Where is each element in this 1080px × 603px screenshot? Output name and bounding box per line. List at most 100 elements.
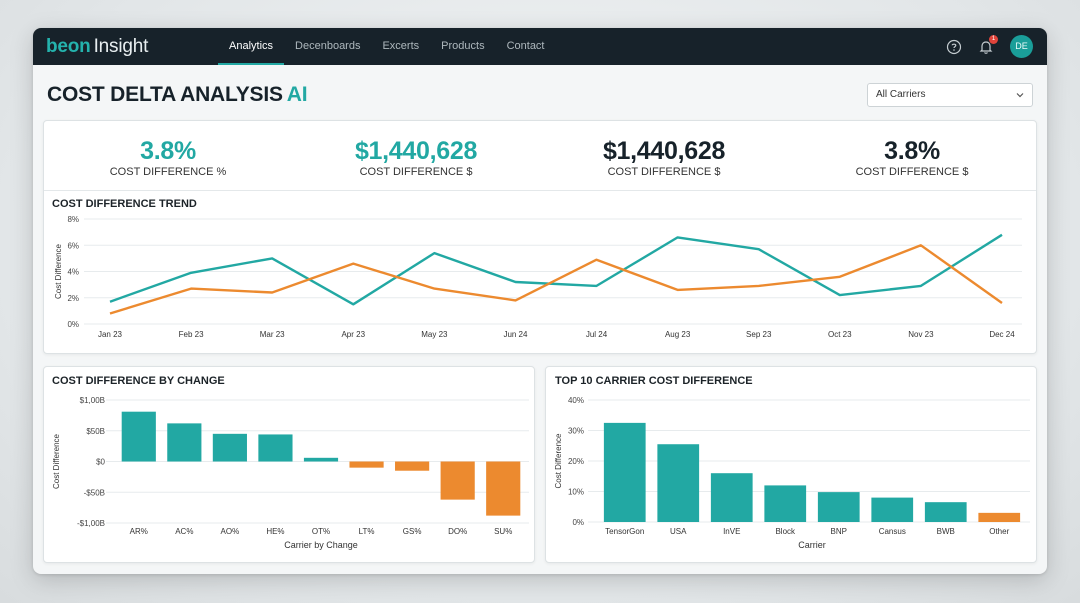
bar <box>395 461 430 471</box>
x-tick-label: Other <box>989 527 1009 536</box>
kpi-cost-diff-dollar-2: $1,440,628 COST DIFFERENCE $ <box>540 121 788 190</box>
x-tick-label: Apr 23 <box>341 330 365 339</box>
chevron-down-icon <box>1016 93 1024 98</box>
y-tick-label: 0% <box>67 320 79 329</box>
change-bar-card: COST DIFFERENCE BY CHANGE -$1,00B -$50B $0… <box>43 366 535 563</box>
y-tick-label: 40% <box>568 396 584 405</box>
avatar[interactable]: DE <box>1010 35 1033 58</box>
y-axis-label: Cost Difference <box>54 243 63 299</box>
bar <box>486 461 521 516</box>
bar <box>349 461 384 468</box>
x-tick-label: Feb 23 <box>179 330 204 339</box>
bar <box>657 444 700 522</box>
x-tick-label: Nov 23 <box>908 330 934 339</box>
bar <box>764 485 807 522</box>
kpi-value: $1,440,628 <box>354 137 478 165</box>
y-tick-label: $1,00B <box>80 396 105 405</box>
main-nav: Analytics Decenboards Excerts Products C… <box>218 28 556 65</box>
y-tick-label: 4% <box>67 268 79 277</box>
x-tick-label: OT% <box>312 527 330 536</box>
nav-contact[interactable]: Contact <box>506 40 545 52</box>
bar <box>710 473 753 522</box>
x-tick-label: Dec 24 <box>989 330 1015 339</box>
bar <box>871 497 914 522</box>
x-tick-label: May 23 <box>421 330 448 339</box>
series-line-2 <box>109 244 1003 315</box>
notification-badge: 1 <box>989 34 998 44</box>
y-tick-label: 20% <box>568 457 584 466</box>
kpi-trend-card: 3.8% COST DIFFERENCE % $1,440,628 COST D… <box>43 120 1037 354</box>
nav-products[interactable]: Products <box>441 40 485 52</box>
bar <box>121 411 156 462</box>
x-tick-label: Jul 24 <box>586 330 608 339</box>
x-tick-label: TensorGon <box>605 527 644 536</box>
nav-excerts[interactable]: Excerts <box>382 40 420 52</box>
change-chart-title: COST DIFFERENCE BY CHANGE <box>52 375 225 387</box>
kpi-label: COST DIFFERENCE $ <box>359 166 473 178</box>
help-icon[interactable] <box>946 39 962 55</box>
change-bar-chart: -$1,00B -$50B $0 $50B $1,00B Cost Difference A… <box>52 396 529 550</box>
x-tick-label: AR% <box>130 527 148 536</box>
x-tick-label: DO% <box>448 527 467 536</box>
kpi-cost-diff-pct: 3.8% COST DIFFERENCE % <box>44 121 292 190</box>
logo-brand: beon <box>46 36 91 57</box>
bar <box>440 461 475 500</box>
y-tick-label: 6% <box>67 241 79 250</box>
x-tick-label: HE% <box>266 527 284 536</box>
top-navbar: beon Insight Analytics Decenboards Excert… <box>33 28 1047 65</box>
x-tick-label: Block <box>775 527 796 536</box>
bar <box>258 434 293 462</box>
y-tick-label: -$1,00B <box>77 519 105 528</box>
kpi-label: COST DIFFERENCE % <box>109 166 227 178</box>
x-tick-label: AO% <box>221 527 240 536</box>
bar <box>303 457 339 462</box>
bar <box>978 512 1021 522</box>
x-tick-label: GS% <box>403 527 422 536</box>
x-tick-label: BNP <box>831 527 847 536</box>
bar <box>167 423 202 462</box>
y-axis-label: Cost Difference <box>554 433 563 489</box>
y-tick-label: $0 <box>96 458 105 467</box>
x-tick-label: Sep 23 <box>746 330 772 339</box>
y-tick-label: $50B <box>86 427 105 436</box>
bell-icon[interactable]: 1 <box>978 34 998 55</box>
kpi-label: COST DIFFERENCE $ <box>855 166 969 178</box>
series-line-1 <box>109 233 1003 306</box>
kpi-label: COST DIFFERENCE $ <box>607 166 721 178</box>
carrier-bar-card: TOP 10 CARRIER COST DIFFERENCE 0% 10% 20% 3… <box>545 366 1037 563</box>
bar <box>603 422 646 522</box>
x-tick-label: BWB <box>937 527 955 536</box>
bar <box>212 433 247 462</box>
top-icons: 1 DE <box>946 28 1033 65</box>
page-title-text: COST DELTA ANALYSIS <box>47 83 283 106</box>
x-tick-label: AC% <box>175 527 193 536</box>
y-tick-label: 2% <box>67 294 79 303</box>
y-axis-label: Cost Difference <box>52 433 61 489</box>
carrier-select-value: All Carriers <box>876 89 926 100</box>
kpi-cost-diff-dollar: $1,440,628 COST DIFFERENCE $ <box>292 121 540 190</box>
y-tick-label: -$50B <box>84 488 105 497</box>
trend-line-chart: 0% 2% 4% 6% 8% Cost Difference Jan 23 Feb 23 Mar… <box>54 215 1022 339</box>
page-title-accent: AI <box>286 83 308 106</box>
x-tick-label: USA <box>670 527 687 536</box>
x-tick-label: SU% <box>494 527 512 536</box>
x-tick-label: InVE <box>723 527 740 536</box>
kpi-value: 3.8% <box>884 137 940 165</box>
x-tick-label: Jun 24 <box>503 330 528 339</box>
y-tick-label: 30% <box>568 427 584 436</box>
nav-decenboards[interactable]: Decenboards <box>295 40 361 52</box>
x-tick-label: Jan 23 <box>98 330 123 339</box>
y-tick-label: 10% <box>568 488 584 497</box>
logo-product: Insight <box>93 36 149 57</box>
bar <box>924 502 967 522</box>
carrier-chart-title: TOP 10 CARRIER COST DIFFERENCE <box>555 375 753 387</box>
trend-chart-title: COST DIFFERENCE TREND <box>52 198 197 210</box>
app-logo[interactable]: beon Insight <box>46 36 148 58</box>
carrier-select[interactable]: All Carriers <box>867 83 1033 107</box>
y-tick-label: 0% <box>572 518 584 527</box>
page-title: COST DELTA ANALYSIS AI <box>47 83 308 107</box>
nav-analytics[interactable]: Analytics <box>218 28 285 65</box>
x-tick-label: LT% <box>359 527 375 536</box>
y-tick-label: 8% <box>67 215 79 224</box>
x-axis-label: Carrier by Change <box>284 540 358 550</box>
